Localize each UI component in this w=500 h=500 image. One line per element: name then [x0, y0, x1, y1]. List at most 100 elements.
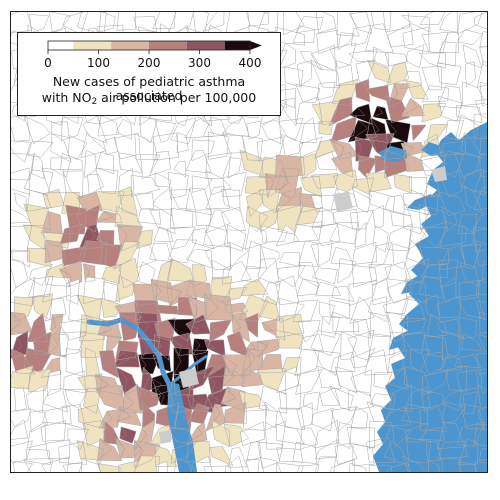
tract-boundary — [155, 304, 168, 314]
tract-boundary — [419, 404, 448, 432]
tract — [221, 189, 241, 211]
tract-boundary — [50, 157, 72, 178]
tract-boundary — [439, 353, 462, 371]
tract-boundary — [137, 351, 162, 375]
tract-boundary — [257, 367, 287, 395]
tract-boundary — [97, 438, 112, 461]
tract-boundary — [224, 224, 247, 252]
tract-boundary — [387, 83, 411, 109]
tract-boundary — [95, 374, 123, 396]
tract-boundary — [368, 465, 392, 472]
tract-boundary — [440, 140, 467, 156]
tract-boundary — [347, 329, 375, 361]
tract-boundary — [119, 426, 127, 439]
tract-boundary — [477, 333, 487, 353]
tract-boundary — [78, 223, 103, 250]
tract-boundary — [472, 227, 487, 253]
tract — [221, 117, 250, 137]
tract-boundary — [139, 116, 158, 144]
tract-boundary — [333, 169, 358, 196]
tract-boundary — [115, 118, 132, 140]
tract — [372, 105, 389, 120]
tract-boundary — [115, 340, 128, 361]
tract — [383, 298, 409, 314]
tract — [116, 119, 132, 140]
tract-boundary — [372, 46, 389, 68]
tract — [330, 459, 355, 472]
tract-boundary — [174, 405, 193, 432]
tract-boundary — [387, 223, 412, 252]
tract-boundary — [354, 78, 371, 103]
tract-boundary — [186, 441, 211, 464]
tract-boundary — [206, 170, 233, 196]
tract-boundary — [366, 84, 390, 102]
tract-boundary — [204, 340, 216, 349]
tract-boundary — [256, 354, 283, 374]
color-scale-tick-label: 400 — [239, 56, 262, 70]
tract — [365, 23, 394, 53]
tract-boundary — [264, 173, 288, 198]
tract-boundary — [408, 227, 428, 250]
tract-boundary — [167, 395, 181, 414]
tract-boundary — [283, 12, 305, 36]
tract-boundary — [292, 25, 316, 44]
tract-boundary — [264, 401, 278, 429]
tract — [32, 293, 53, 320]
tract-boundary — [478, 447, 487, 461]
tract-boundary — [152, 12, 176, 29]
tract-boundary — [460, 132, 483, 160]
tract — [42, 189, 65, 209]
tract-boundary — [411, 125, 417, 141]
tract — [149, 243, 173, 262]
tract-boundary — [155, 410, 166, 424]
color-scale-bar — [47, 40, 262, 51]
tract-boundary — [258, 295, 280, 321]
tract-boundary — [62, 462, 83, 472]
tract — [316, 151, 337, 170]
tract — [295, 84, 321, 103]
tract-boundary — [151, 370, 174, 397]
tract-boundary — [329, 42, 357, 69]
tract-boundary — [439, 221, 467, 247]
tract-boundary — [185, 323, 199, 335]
tract-boundary — [84, 347, 101, 377]
tract — [297, 60, 312, 87]
tract-boundary — [27, 321, 42, 342]
tract-boundary — [26, 448, 51, 465]
tract-boundary — [23, 115, 51, 145]
tract-boundary — [275, 168, 289, 192]
tract-boundary — [347, 426, 376, 449]
tract-boundary — [348, 390, 374, 412]
tract-boundary — [364, 349, 389, 376]
tract-boundary — [154, 120, 177, 143]
tract — [11, 116, 31, 142]
tract-boundary — [188, 403, 201, 422]
tract — [276, 224, 299, 246]
tract-boundary — [373, 372, 393, 389]
tract-boundary — [191, 175, 213, 193]
tract — [311, 195, 338, 213]
tract-boundary — [187, 296, 198, 323]
anacostia-river — [170, 354, 208, 386]
tract-boundary — [41, 276, 71, 303]
tract-boundary — [275, 423, 305, 445]
tract-boundary — [185, 187, 213, 216]
tract — [27, 313, 48, 342]
tract — [205, 152, 232, 179]
tract — [85, 347, 101, 377]
tract-boundary — [475, 301, 487, 320]
tract-boundary — [387, 23, 414, 48]
color-scale-segment — [111, 41, 149, 50]
tract — [352, 186, 372, 213]
tract — [311, 408, 334, 431]
tract-boundary — [224, 302, 249, 314]
tract — [150, 209, 176, 234]
tract — [29, 410, 48, 432]
tract — [373, 372, 393, 389]
tract-boundary — [224, 455, 244, 472]
tract-boundary — [368, 189, 395, 213]
tract-boundary — [122, 393, 135, 413]
tract-boundary — [258, 385, 287, 414]
tract-boundary — [400, 70, 423, 90]
tract-boundary — [374, 155, 381, 173]
